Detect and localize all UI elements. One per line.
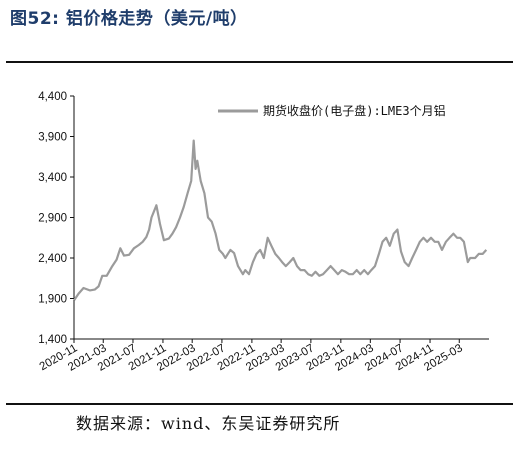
- y-tick-label: 2,900: [38, 213, 67, 225]
- axes: 1,4001,9002,4002,9003,4003,9004,4002020-…: [38, 91, 489, 374]
- series-line: [73, 139, 488, 301]
- y-tick-label: 1,900: [38, 294, 67, 306]
- top-rule: [6, 61, 513, 63]
- y-tick-label: 3,400: [38, 172, 67, 184]
- series-layer: [73, 139, 488, 301]
- legend-label: 期货收盘价(电子盘):LME3个月铝: [263, 103, 446, 118]
- source-note: 数据来源：wind、东吴证券研究所: [76, 414, 341, 433]
- figure-title: 图52: 铝价格走势（美元/吨）: [10, 9, 248, 29]
- y-tick-label: 1,400: [38, 334, 67, 346]
- legend: 期货收盘价(电子盘):LME3个月铝: [218, 103, 446, 118]
- y-tick-label: 4,400: [38, 91, 67, 103]
- bottom-rule: [6, 403, 513, 405]
- y-tick-label: 2,400: [38, 253, 67, 265]
- y-tick-label: 3,900: [38, 132, 67, 144]
